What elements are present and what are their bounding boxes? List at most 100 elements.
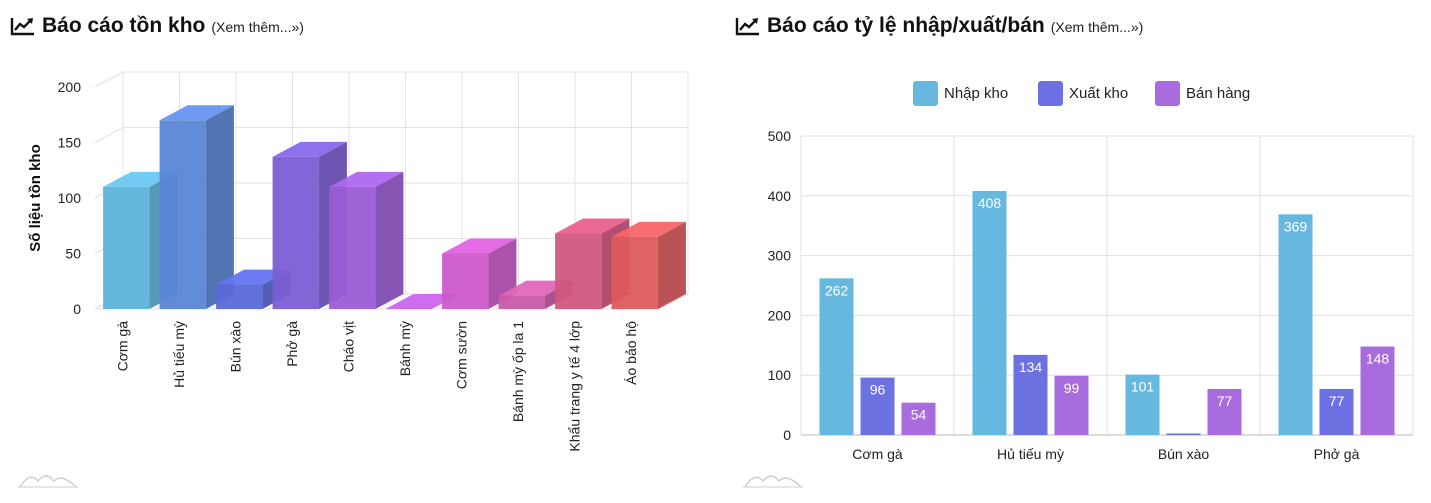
bar (860, 377, 895, 435)
bar-top (611, 221, 686, 237)
bar (329, 171, 404, 309)
y-tick-label: 400 (768, 188, 792, 204)
y-tick-label: 100 (768, 367, 792, 383)
bar (1360, 346, 1395, 435)
data-label: 369 (1284, 218, 1308, 234)
bar (819, 278, 854, 435)
legend-label: Nhập kho (944, 85, 1008, 102)
x-tick-label: Cháo vịt (340, 321, 356, 372)
bar (159, 105, 234, 309)
inventory-report-header: Báo cáo tồn kho (Xem thêm...») (10, 14, 304, 38)
bar-top (385, 294, 460, 309)
data-label: 101 (1131, 379, 1155, 395)
bar (1278, 214, 1313, 435)
ratio-see-more-link[interactable]: (Xem thêm...») (1050, 19, 1144, 35)
y-tick-label: 150 (58, 135, 82, 151)
chart-watermark-icon (18, 475, 78, 488)
y-tick-label: 0 (73, 301, 81, 317)
gridline (94, 71, 124, 88)
legend-item: Bán hàng (1155, 81, 1250, 106)
import-export-sales-panel: Báo cáo tỷ lệ nhập/xuất/bán (Xem thêm...… (725, 0, 1431, 503)
y-tick-label: 200 (768, 307, 792, 323)
bar (385, 294, 460, 309)
bar-front (555, 233, 602, 309)
data-label: 148 (1366, 350, 1390, 366)
x-tick-label: Cơm sườn (453, 321, 469, 389)
import-export-sales-bar-chart: 0 100 200 300 400 500 Nhập kho Xuất kho Bán hàng… (768, 81, 1414, 462)
x-tick-label: Bánh mỳ (397, 321, 413, 376)
legend-item: Nhập kho (913, 81, 1008, 106)
legend-label: Xuất kho (1069, 85, 1128, 102)
legend-swatch (913, 81, 938, 106)
bar-front (329, 186, 376, 309)
line-chart-icon (10, 18, 34, 36)
y-tick-label: 50 (65, 246, 81, 262)
bar-front (498, 295, 545, 309)
ratio-report-title: Báo cáo tỷ lệ nhập/xuất/bán (767, 14, 1045, 37)
gridline (94, 127, 124, 143)
bar-side (205, 105, 234, 309)
bar (1013, 354, 1048, 435)
legend-swatch (1155, 81, 1180, 106)
bar (1319, 388, 1354, 435)
bar (1166, 433, 1201, 435)
bar-front (442, 253, 489, 309)
ratio-report-header: Báo cáo tỷ lệ nhập/xuất/bán (Xem thêm...… (735, 14, 1143, 38)
bar-side (375, 171, 404, 309)
y-tick-label: 300 (768, 248, 792, 264)
bar-top (329, 171, 404, 187)
x-tick-label: Bánh mỳ ốp la 1 (510, 321, 526, 422)
bar (901, 402, 936, 435)
bar-top (498, 280, 573, 296)
x-tick-label: Bún xào (1158, 446, 1210, 462)
bar-front (272, 156, 319, 309)
bar-top (159, 105, 234, 121)
legend-item: Xuất kho (1038, 81, 1128, 106)
y-tick-label: 0 (783, 427, 791, 443)
bar (1125, 374, 1160, 435)
bar (1207, 388, 1242, 435)
data-label: 77 (1329, 393, 1345, 409)
inventory-report-title: Báo cáo tồn kho (42, 14, 206, 37)
bar-front (216, 284, 263, 309)
bar (611, 221, 686, 309)
data-label: 96 (870, 382, 886, 398)
bar-top (216, 269, 291, 285)
inventory-bar-chart: 0 50 100 150 200 Số liệu tồn kho Cơm gà Hủ tiếu… (27, 71, 689, 452)
x-tick-label: Bún xào (227, 321, 243, 373)
data-label: 408 (978, 195, 1002, 211)
data-label: 262 (825, 282, 849, 298)
y-tick-label: 500 (768, 128, 792, 144)
x-tick-label: Cơm gà (852, 446, 903, 462)
bar-side (657, 221, 686, 309)
data-label: 134 (1019, 359, 1043, 375)
data-label: 77 (1217, 393, 1233, 409)
bar-front (159, 120, 206, 309)
x-tick-label: Hủ tiếu mỳ (997, 446, 1064, 462)
bar-top (103, 171, 178, 187)
data-label: 99 (1064, 380, 1080, 396)
bar-top (555, 218, 630, 234)
x-tick-label: Phở gà (284, 321, 300, 367)
bar (1054, 375, 1089, 435)
x-tick-label: Phở gà (1314, 446, 1360, 462)
y-axis-label: Số liệu tồn kho (27, 144, 44, 252)
x-tick-label: Cơm gà (114, 321, 130, 372)
inventory-report-panel: Báo cáo tồn kho (Xem thêm...») 0 50 100 150… (0, 0, 715, 503)
x-tick-label: Khẩu trang y tế 4 lớp (566, 321, 582, 452)
x-tick-label: Hủ tiếu mỳ (171, 321, 187, 388)
bar-top (272, 141, 347, 157)
chart-watermark-icon (743, 475, 803, 488)
bar-front (611, 236, 658, 309)
legend-swatch (1038, 81, 1063, 106)
line-chart-icon (735, 18, 759, 36)
legend-label: Bán hàng (1186, 85, 1250, 102)
bar-top (442, 238, 517, 254)
y-tick-label: 200 (58, 79, 82, 95)
data-label: 54 (911, 407, 927, 423)
inventory-see-more-link[interactable]: (Xem thêm...») (211, 19, 304, 35)
bar (972, 191, 1007, 435)
x-tick-label: Áo bảo hộ (623, 321, 639, 385)
y-tick-label: 100 (58, 190, 82, 206)
bar-front (103, 186, 150, 309)
